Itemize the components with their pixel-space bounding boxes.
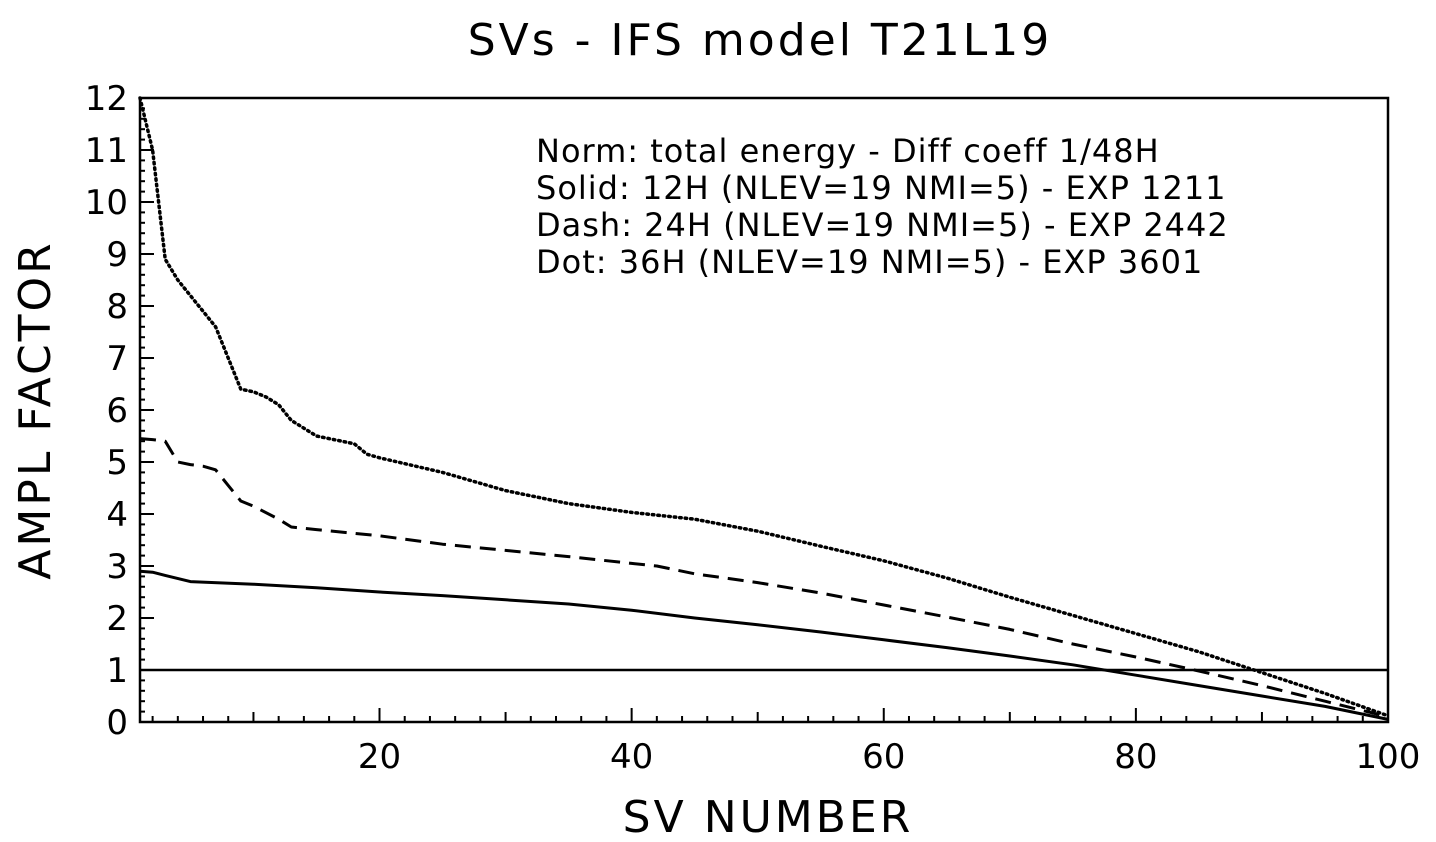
y-tick-label: 4	[106, 495, 128, 535]
y-tick-label: 2	[106, 599, 128, 639]
x-axis-label: SV NUMBER	[623, 792, 914, 842]
x-tick-label: 40	[610, 737, 653, 777]
y-tick-label: 11	[85, 131, 128, 171]
x-tick-label: 60	[862, 737, 905, 777]
legend: Norm: total energy - Diff coeff 1/48H So…	[536, 132, 1229, 281]
y-tick-label: 10	[85, 183, 128, 223]
series-line-solid	[139, 569, 1389, 721]
series-group	[138, 96, 1390, 721]
legend-line-dot: Dot: 36H (NLEV=19 NMI=5) - EXP 3601	[536, 243, 1203, 281]
x-tick-label: 100	[1356, 737, 1421, 777]
chart-title: SVs - IFS model T21L19	[468, 15, 1053, 66]
series-line-dashed	[139, 437, 1389, 719]
y-tick-label: 1	[106, 651, 128, 691]
y-tick-label: 9	[106, 235, 128, 275]
y-tick-label: 6	[106, 391, 128, 431]
y-tick-label: 7	[106, 339, 128, 379]
y-tick-label: 3	[106, 547, 128, 587]
series-line-dotted	[138, 96, 1390, 718]
x-tick-label: 80	[1114, 737, 1157, 777]
y-tick-label: 12	[85, 79, 128, 119]
legend-line-norm: Norm: total energy - Diff coeff 1/48H	[536, 132, 1160, 170]
y-tick-label: 0	[106, 703, 128, 743]
y-tick-label: 8	[106, 287, 128, 327]
legend-line-solid: Solid: 12H (NLEV=19 NMI=5) - EXP 1211	[536, 169, 1227, 207]
y-axis-label: AMPL FACTOR	[10, 240, 61, 580]
y-tick-label: 5	[106, 443, 128, 483]
x-tick-label: 20	[358, 737, 401, 777]
legend-line-dash: Dash: 24H (NLEV=19 NMI=5) - EXP 2442	[536, 206, 1229, 244]
